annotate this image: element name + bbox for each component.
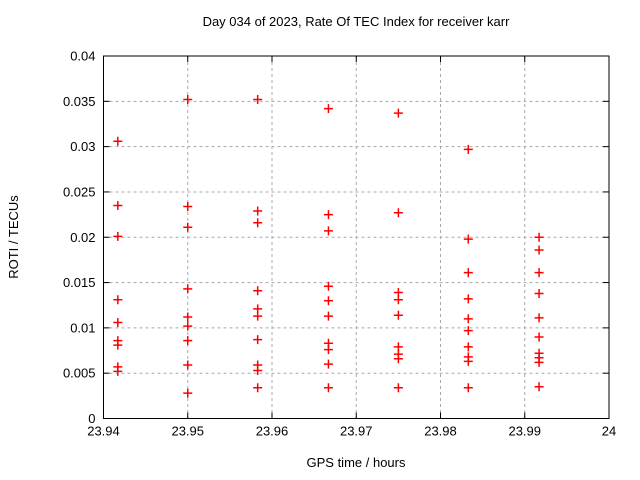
data-point-marker: [393, 108, 403, 118]
x-axis-label: GPS time / hours: [306, 455, 406, 470]
data-point-marker: [183, 388, 193, 398]
data-point-marker: [113, 201, 123, 211]
data-point-marker: [113, 340, 123, 350]
data-point-marker: [393, 295, 403, 305]
data-point-marker: [253, 311, 263, 321]
data-point-marker: [534, 357, 544, 367]
x-tick-label: 23.96: [256, 424, 289, 439]
y-tick-label: 0.04: [70, 49, 95, 64]
data-point-marker: [113, 295, 123, 305]
chart-title: Day 034 of 2023, Rate Of TEC Index for r…: [202, 14, 510, 29]
data-point-marker: [183, 336, 193, 346]
data-point-marker: [463, 356, 473, 366]
data-point-marker: [323, 104, 333, 114]
data-point-marker: [534, 268, 544, 278]
data-point-marker: [253, 206, 263, 216]
data-point-marker: [183, 95, 193, 104]
data-point-marker: [534, 332, 544, 342]
data-point-marker: [253, 218, 263, 228]
data-point-marker: [253, 335, 263, 345]
data-point-marker: [323, 345, 333, 355]
data-point-marker: [183, 321, 193, 331]
data-point-marker: [323, 383, 333, 393]
plot-border: [103, 55, 610, 419]
y-tick-label: 0.02: [70, 230, 95, 245]
x-tick-label: 23.97: [340, 424, 373, 439]
data-point-marker: [463, 314, 473, 324]
x-tick-label: 24: [602, 424, 616, 439]
data-point-marker: [393, 354, 403, 364]
data-point-marker: [463, 234, 473, 244]
x-tick-label: 23.95: [171, 424, 204, 439]
data-point-marker: [253, 365, 263, 375]
y-tick-label: 0.005: [63, 366, 96, 381]
data-point-marker: [534, 288, 544, 298]
data-point-marker: [463, 383, 473, 393]
data-point-marker: [463, 326, 473, 336]
data-point-marker: [253, 95, 263, 104]
data-point-marker: [463, 342, 473, 352]
data-point-marker: [183, 360, 193, 370]
y-axis-label: ROTI / TECUs: [6, 195, 21, 279]
data-point-marker: [393, 208, 403, 218]
data-point-marker: [113, 136, 123, 146]
data-point-marker: [183, 284, 193, 294]
x-tick-label: 23.94: [87, 424, 120, 439]
data-point-marker: [463, 144, 473, 154]
data-point-marker: [323, 226, 333, 236]
data-point-marker: [463, 268, 473, 278]
y-tick-label: 0.025: [63, 184, 96, 199]
data-point-marker: [253, 286, 263, 296]
y-tick-label: 0.03: [70, 139, 95, 154]
data-point-marker: [534, 232, 544, 242]
data-point-marker: [323, 359, 333, 369]
y-tick-label: 0.015: [63, 275, 96, 290]
data-point-marker: [183, 201, 193, 211]
data-point-marker: [113, 231, 123, 241]
x-tick-label: 23.98: [424, 424, 457, 439]
data-point-marker: [323, 311, 333, 321]
data-point-marker: [323, 210, 333, 220]
data-point-marker: [534, 382, 544, 392]
y-tick-label: 0.035: [63, 94, 96, 109]
data-point-marker: [183, 312, 193, 322]
y-tick-label: 0.01: [70, 320, 95, 335]
data-point-marker: [393, 383, 403, 393]
data-point-marker: [463, 294, 473, 304]
data-point-marker: [113, 317, 123, 327]
data-point-marker: [113, 366, 123, 376]
data-point-marker: [323, 296, 333, 306]
data-point-marker: [183, 222, 193, 232]
x-tick-label: 23.99: [508, 424, 541, 439]
data-point-marker: [534, 313, 544, 323]
data-point-marker: [534, 245, 544, 255]
data-point-marker: [253, 383, 263, 393]
data-point-marker: [393, 310, 403, 320]
y-tick-label: 0: [88, 411, 95, 426]
data-point-marker: [323, 281, 333, 291]
